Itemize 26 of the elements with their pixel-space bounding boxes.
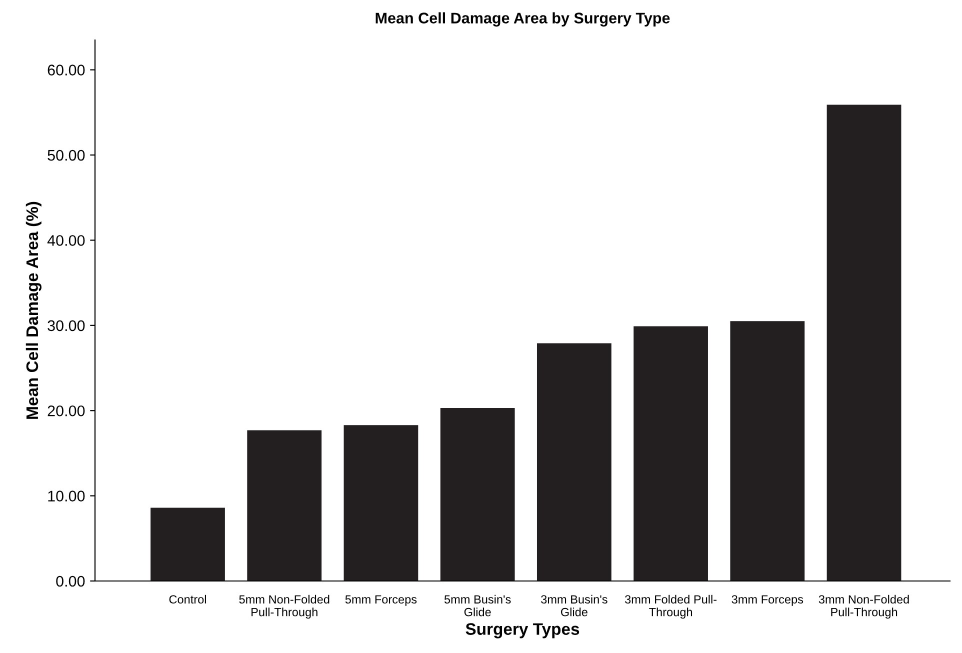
bar [826, 104, 902, 581]
x-tick-label: 5mm Busin's Glide [444, 594, 511, 616]
x-tick-label: 5mm Forceps [345, 595, 417, 606]
y-tick-label: 50.00 [48, 150, 85, 161]
bar [634, 326, 708, 581]
y-tick-label: 60.00 [48, 64, 85, 76]
x-tick-label: 5mm Non-Folded Pull-Through [239, 594, 330, 619]
bar [536, 343, 612, 581]
bar [440, 408, 515, 581]
y-axis-title: Mean Cell Damage Area (%) [26, 202, 42, 419]
bar [344, 425, 418, 581]
bar [150, 508, 225, 581]
y-tick-label: 20.00 [48, 405, 85, 416]
chart-title: Mean Cell Damage Area by Surgery Type [376, 12, 670, 27]
x-tick-label: 3mm Folded Pull- Through [624, 594, 717, 619]
bar [247, 430, 322, 581]
x-tick-label: 3mm Non-Folded Pull-Through [818, 594, 909, 619]
x-tick-label: 3mm Busin's Glide [541, 594, 608, 616]
y-tick-label: 0.00 [56, 576, 85, 587]
x-tick-label: Control [169, 594, 206, 604]
y-tick-label: 10.00 [48, 490, 85, 502]
y-tick-label: 30.00 [48, 320, 85, 332]
y-tick-label: 40.00 [47, 235, 85, 246]
x-axis-title: Surgery Types [466, 623, 580, 638]
x-tick-label: 3mm Forceps [732, 595, 804, 606]
bar [730, 321, 805, 581]
